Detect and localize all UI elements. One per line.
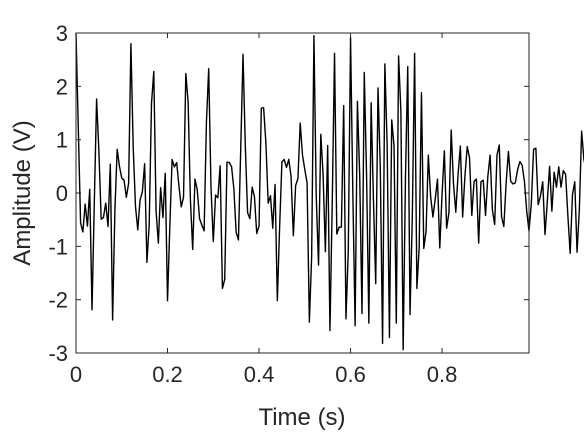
x-tick-label: 0.6 <box>335 362 366 387</box>
x-tick-label: 0.4 <box>244 362 275 387</box>
x-tick-labels: 0 0.2 0.4 0.6 0.8 <box>70 362 457 387</box>
plot-area <box>76 33 529 353</box>
series-line <box>75 32 584 351</box>
y-tick-label: 1 <box>56 128 68 153</box>
y-tick-label: 0 <box>56 181 68 206</box>
y-tick-label: -1 <box>48 234 68 259</box>
y-axis-title: Amplitude (V) <box>9 120 36 265</box>
y-tick-label: 3 <box>56 21 68 46</box>
y-tick-label: -3 <box>48 341 68 366</box>
x-tick-label: 0.8 <box>427 362 458 387</box>
x-tick-label: 0.2 <box>152 362 183 387</box>
y-tick-label: -2 <box>48 288 68 313</box>
x-axis-title: Time (s) <box>258 404 345 431</box>
y-tick-label: 2 <box>56 74 68 99</box>
y-tick-labels: 3 2 1 0 -1 -2 -3 <box>48 21 68 366</box>
plot-frame <box>75 32 530 354</box>
x-tick-label: 0 <box>70 362 82 387</box>
